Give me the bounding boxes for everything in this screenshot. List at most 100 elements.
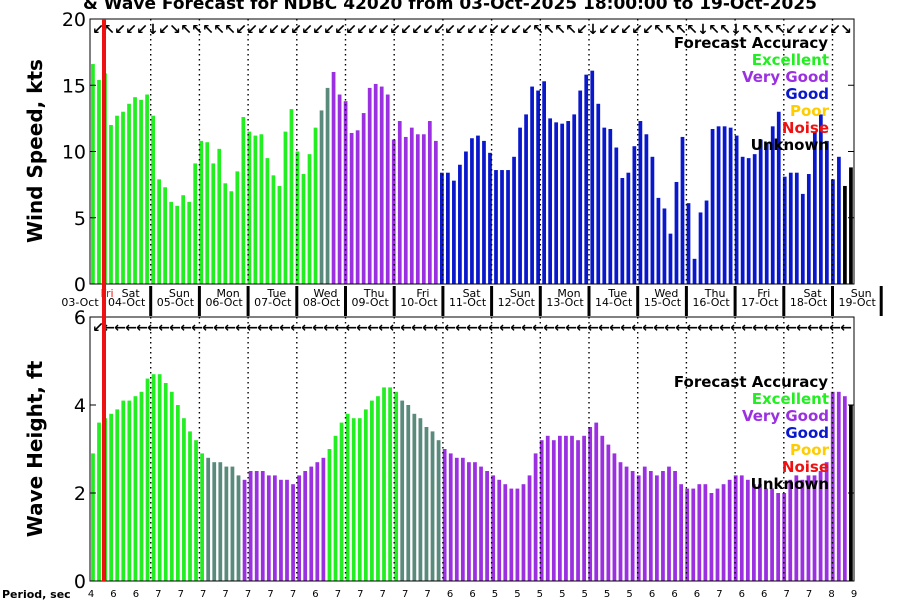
direction-arrow: ↙ (510, 22, 522, 38)
wave-bar (667, 466, 671, 581)
wind-bar (578, 90, 583, 284)
direction-arrow: ↖ (103, 22, 115, 38)
wave-bar (448, 453, 453, 581)
wave-bar (661, 471, 665, 581)
direction-arrow: ← (466, 320, 478, 336)
direction-arrow: ← (675, 320, 687, 336)
direction-arrow: ↖ (224, 22, 236, 38)
day-of-week-label: Sat (122, 287, 141, 300)
wind-bar (614, 147, 619, 284)
wind-bar (421, 134, 426, 284)
wave-bar (163, 383, 168, 581)
direction-arrow: ↖ (763, 22, 775, 38)
direction-arrow: ← (455, 320, 467, 336)
wave-bar (691, 488, 696, 581)
direction-arrow: ← (653, 320, 665, 336)
day-of-week-label: Wed (314, 287, 338, 300)
wave-bar (776, 493, 781, 581)
wave-bar (175, 405, 180, 581)
y-tick-label: 4 (74, 395, 86, 417)
wind-bar (217, 148, 222, 284)
day-of-week-label: Sat (463, 287, 482, 300)
day-strip: Fri03-OctSat04-OctSun05-OctMon06-OctTue0… (61, 286, 883, 316)
direction-arrow: ← (191, 320, 203, 336)
date-label: 12-Oct (498, 296, 536, 309)
direction-arrow: ↖ (741, 22, 753, 38)
wind-bar (831, 179, 835, 284)
direction-arrow: ↙ (785, 22, 797, 38)
legend-entry: Good (785, 85, 829, 103)
direction-arrow: ↖ (543, 22, 555, 38)
direction-arrow: ← (686, 320, 698, 336)
wind-bar (825, 140, 829, 284)
wave-bar (254, 471, 259, 581)
wind-bar (337, 94, 342, 285)
wind-bar (530, 86, 534, 284)
direction-arrow: ← (642, 320, 654, 336)
wind-bar (476, 135, 480, 284)
direction-arrow: ← (774, 320, 786, 336)
wave-bar (491, 475, 496, 581)
day-separator (246, 286, 250, 316)
wave-bar (382, 387, 386, 581)
period-value: 6 (133, 589, 139, 600)
wave-bar (570, 435, 574, 581)
wind-bar (446, 172, 450, 284)
y-tick-label: 2 (74, 483, 86, 505)
period-value: 5 (582, 589, 588, 600)
direction-arrow: ↙ (455, 22, 467, 38)
direction-arrow: ↖ (180, 22, 192, 38)
wave-bar (485, 471, 489, 581)
wind-bar (698, 212, 703, 284)
wave-bar (564, 435, 568, 581)
date-label: 17-Oct (741, 296, 779, 309)
direction-arrow: ← (532, 320, 544, 336)
direction-arrow: ← (444, 320, 456, 336)
wave-bar (400, 400, 405, 581)
day-separator (441, 286, 445, 316)
direction-arrow: ← (554, 320, 566, 336)
period-value: 6 (761, 589, 767, 600)
wind-bar (283, 131, 288, 285)
wave-bar (91, 453, 95, 581)
direction-arrow: ← (389, 320, 401, 336)
wind-bar (500, 170, 504, 284)
direction-arrow: ↙ (356, 22, 368, 38)
legend-entry: Excellent (752, 390, 829, 408)
wave-bar (630, 471, 635, 581)
direction-arrow: ← (114, 320, 126, 336)
direction-arrow: ← (565, 320, 577, 336)
date-label: 14-Oct (595, 296, 633, 309)
wind-bar (151, 115, 155, 284)
wind-bar (205, 142, 210, 284)
day-separator (831, 286, 834, 316)
wind-bar (397, 121, 402, 284)
date-label: 16-Oct (692, 296, 730, 309)
wave-bar (376, 396, 380, 581)
wave-bar (321, 457, 326, 581)
wind-bar (367, 87, 372, 285)
wind-bar (91, 64, 95, 284)
direction-arrow: ← (268, 320, 280, 336)
direction-arrow: ↙ (400, 22, 412, 38)
period-value: 5 (514, 589, 520, 600)
wave-bar (539, 440, 544, 581)
direction-arrow: ↙ (345, 22, 357, 38)
direction-arrow: ← (147, 320, 159, 336)
wind-bar (247, 131, 252, 285)
wind-bar (734, 135, 739, 284)
day-of-week-label: Sun (851, 287, 872, 300)
wave-bar (612, 453, 617, 581)
wave-bar (503, 484, 508, 581)
wave-bar (703, 484, 708, 581)
wave-bar (436, 440, 441, 581)
direction-arrow: ↓ (147, 22, 159, 38)
direction-arrow: ↖ (653, 22, 665, 38)
direction-arrow: ↙ (807, 22, 819, 38)
wind-bar (638, 121, 643, 284)
period-value: 7 (424, 589, 430, 600)
wind-bar (668, 233, 673, 284)
wave-bar (709, 493, 714, 581)
period-value: 7 (200, 589, 206, 600)
